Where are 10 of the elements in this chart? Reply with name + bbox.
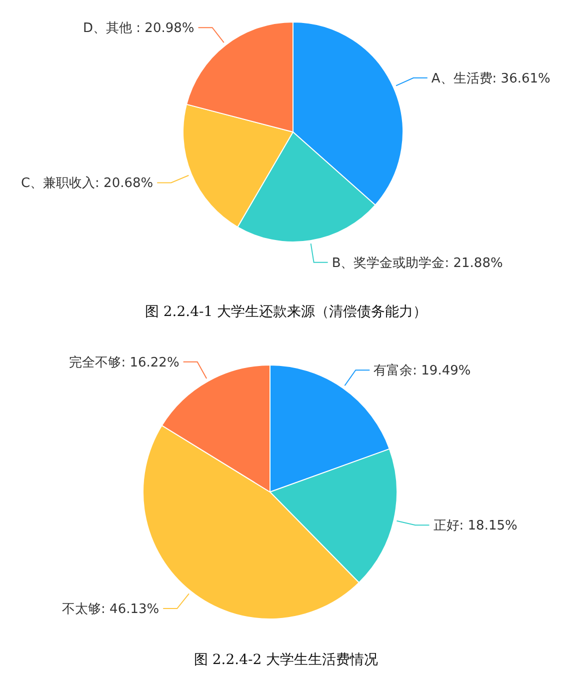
slice-label: D、其他 : 20.98%: [83, 21, 194, 36]
text: 图 2.2.4-1 大学生还款来源（清偿债务能力）: [144, 304, 428, 320]
slice-label: 有富余: 19.49%: [374, 362, 471, 379]
slice-label: A、生活费: 36.61%: [431, 71, 550, 86]
slice-label: 不太够: 46.13%: [62, 602, 160, 618]
slice-label: 正好: 18.15%: [433, 518, 518, 534]
slice-label: 完全不够: 16.22%: [69, 354, 180, 370]
text: 图 2.2.4-2 大学生生活费情况: [194, 652, 378, 668]
slice-label: B、奖学金或助学金: 21.88%: [332, 256, 503, 271]
slice-label: C、兼职收入: 20.68%: [20, 176, 154, 192]
